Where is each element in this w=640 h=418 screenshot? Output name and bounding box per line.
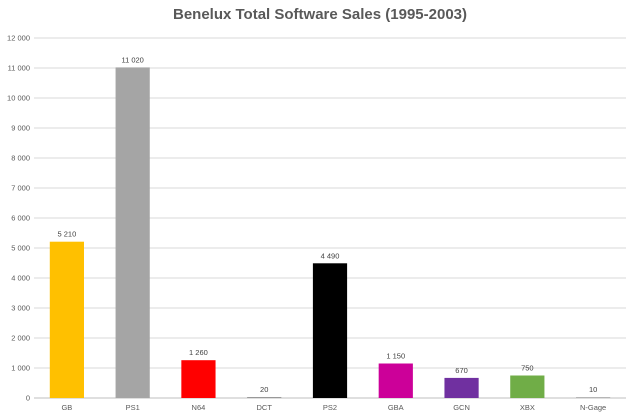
x-tick-label: GB xyxy=(61,403,72,412)
y-tick-label: 3 000 xyxy=(11,304,30,313)
x-tick-label: GCN xyxy=(453,403,470,412)
data-label: 750 xyxy=(521,364,534,373)
y-tick-label: 6 000 xyxy=(11,214,30,223)
y-tick-label: 1 000 xyxy=(11,364,30,373)
x-tick-label: DCT xyxy=(257,403,273,412)
x-tick-label: PS2 xyxy=(323,403,337,412)
y-tick-label: 10 000 xyxy=(7,94,30,103)
chart-title: Benelux Total Software Sales (1995-2003) xyxy=(172,6,467,23)
y-tick-label: 5 000 xyxy=(11,244,30,253)
bar xyxy=(444,377,479,398)
y-tick-label: 4 000 xyxy=(11,274,30,283)
data-label: 670 xyxy=(455,366,468,375)
bar xyxy=(576,397,611,398)
x-tick-label: XBX xyxy=(520,403,535,412)
bar xyxy=(181,360,216,398)
y-tick-label: 0 xyxy=(26,394,30,403)
y-tick-label: 12 000 xyxy=(7,34,30,43)
data-label: 20 xyxy=(260,385,268,394)
data-label: 1 150 xyxy=(386,352,405,361)
bar xyxy=(49,241,84,398)
bar xyxy=(312,263,348,398)
bar xyxy=(378,363,413,398)
y-tick-label: 2 000 xyxy=(11,334,30,343)
y-tick-label: 7 000 xyxy=(11,184,30,193)
data-label: 1 260 xyxy=(189,348,208,357)
x-tick-label: GBA xyxy=(388,403,404,412)
y-tick-label: 11 000 xyxy=(8,64,30,73)
data-label: 4 490 xyxy=(321,251,340,260)
bar xyxy=(510,375,545,398)
bar xyxy=(115,67,150,399)
data-label: 5 210 xyxy=(57,230,76,239)
x-tick-label: PS1 xyxy=(126,403,140,412)
data-label: 10 xyxy=(589,385,597,394)
y-tick-label: 8 000 xyxy=(11,154,30,163)
x-tick-label: N-Gage xyxy=(580,403,606,412)
bar xyxy=(247,397,282,398)
data-label: 11 020 xyxy=(121,55,143,64)
y-tick-label: 9 000 xyxy=(11,124,30,133)
x-tick-label: N64 xyxy=(192,403,206,412)
